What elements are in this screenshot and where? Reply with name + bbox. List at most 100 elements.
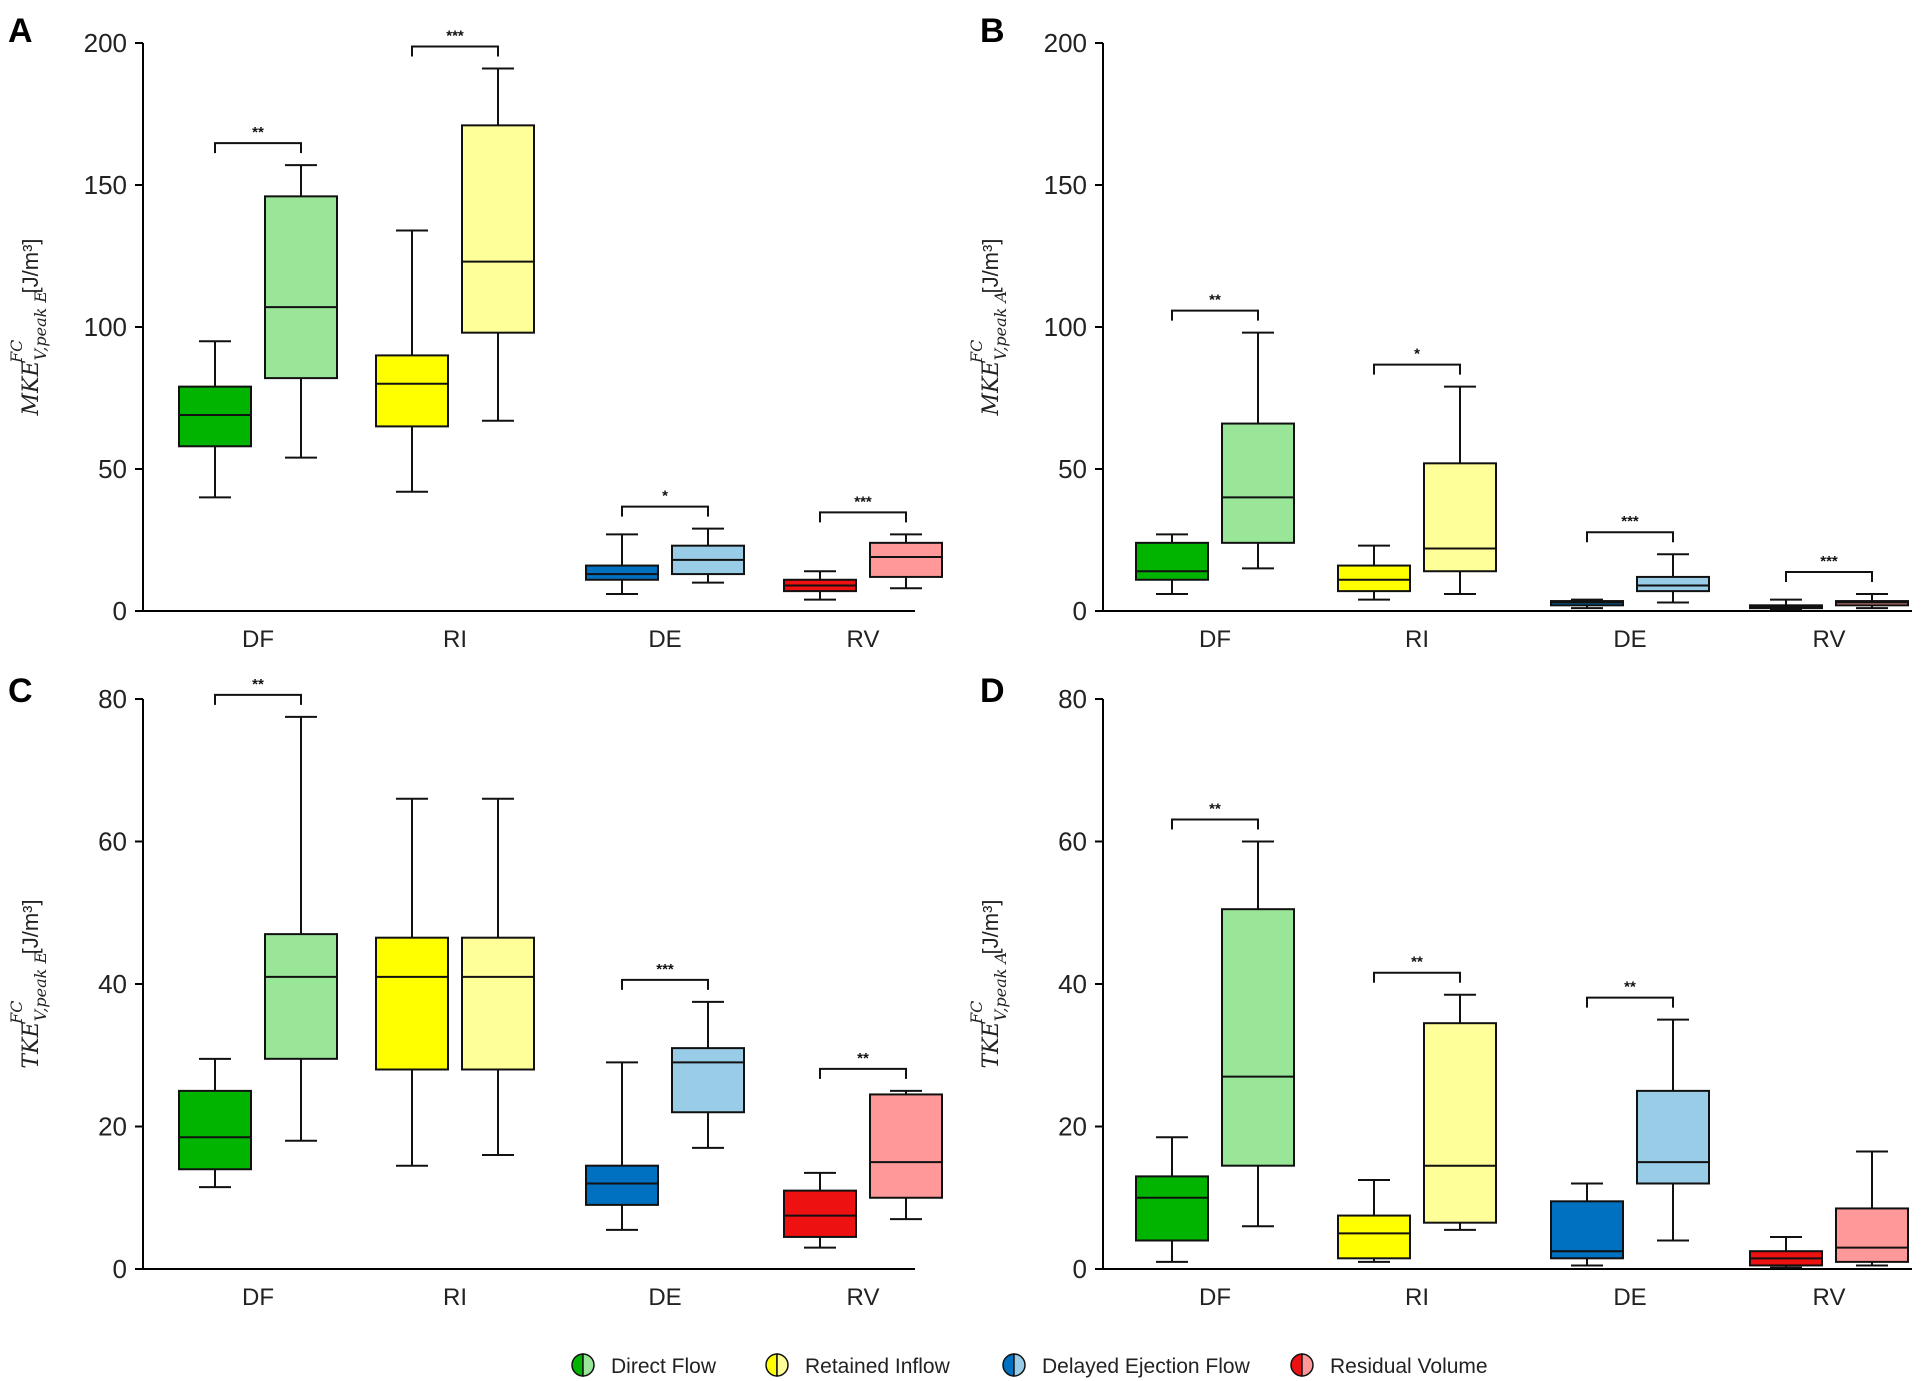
legend-item: Retained Inflow [765,1353,951,1378]
panel-d: D 0 20 40 60 80 TKEV,peak A FC [J/m³] ** DF ** RI **… [967,672,1912,1311]
y-axis-label: MKEV,peak E FC [J/m³] [7,238,50,416]
box-dark [375,936,449,1071]
legend-label: Residual Volume [1330,1355,1488,1378]
significance-stars: ** [1411,954,1423,971]
x-category-label: RI [1405,1284,1429,1311]
y-label-unit: [J/m³] [978,239,1003,300]
box-group-rv: ** [783,1050,943,1249]
y-tick-label: 0 [1073,596,1087,626]
y-tick-label: 0 [1073,1254,1087,1284]
x-category-label: RV [847,626,880,653]
x-category-label: DF [1199,1284,1231,1311]
box-light [1221,422,1295,544]
significance-stars: ** [1209,292,1221,309]
legend-label: Delayed Ejection Flow [1042,1355,1251,1378]
y-axis-label: MKEV,peak A FC [J/m³] [967,239,1010,417]
significance-stars: * [662,488,668,505]
significance-stars: *** [854,493,872,510]
box-group-ri: ** [1337,954,1497,1263]
legend-swatch-dark [1002,1353,1015,1377]
y-tick-label: 20 [98,1112,127,1142]
y-label-unit: [J/m³] [18,899,43,960]
significance-stars: * [1414,346,1420,363]
legend-label: Direct Flow [611,1355,717,1378]
y-tick-label: 100 [84,312,127,342]
box-light [1636,1089,1710,1185]
y-label-sup: FC [967,340,986,364]
significance-bracket [1785,570,1873,582]
significance-stars: ** [252,124,264,141]
box-group-df: ** [1135,292,1295,595]
x-category-label: RV [847,1284,880,1311]
box-light [264,195,338,380]
y-axis-label: TKEV,peak E FC [J/m³] [7,899,50,1068]
significance-bracket [1373,971,1461,983]
legend-item: Direct Flow [571,1353,717,1378]
significance-stars: ** [1624,979,1636,996]
box-dark [178,385,252,448]
significance-stars: *** [446,28,464,45]
legend: Direct Flow Retained Inflow Delayed Ejecti… [571,1353,1488,1378]
box-group-de: * [585,488,745,595]
y-tick-label: 60 [1058,827,1087,857]
y-tick-label: 200 [1044,28,1087,58]
y-label-unit: [J/m³] [978,899,1003,960]
box-light [1636,575,1710,593]
y-label-sub: V,peak A [991,291,1010,360]
box-light [1423,462,1497,573]
y-label-base: MKE [19,360,44,416]
y-tick-label: 60 [98,827,127,857]
box-group-df: ** [178,676,338,1189]
legend-swatch-light [582,1353,595,1377]
y-tick-label: 0 [113,1254,127,1284]
box-group-de: ** [1550,979,1710,1267]
legend-swatch-light [1301,1353,1314,1377]
x-category-label: DE [1613,1284,1646,1311]
significance-bracket [621,978,709,990]
box-light [1835,1207,1909,1263]
box-light [461,124,535,334]
y-label-base: TKE [19,1021,44,1068]
box-dark [178,1089,252,1171]
box-group-ri [375,797,535,1167]
y-label-sup: FC [7,340,26,364]
significance-bracket [1586,531,1674,543]
y-tick-label: 40 [98,969,127,999]
y-tick-label: 80 [1058,684,1087,714]
panel-letter: A [8,12,33,50]
x-category-label: DE [648,1284,681,1311]
panel-c: C 0 20 40 60 80 TKEV,peak E FC [J/m³] ** DF RI *** D… [7,672,943,1311]
y-tick-label: 150 [84,170,127,200]
box-dark [1337,564,1411,593]
legend-item: Residual Volume [1290,1353,1488,1378]
x-category-label: DF [1199,626,1231,653]
box-light [1423,1022,1497,1224]
significance-bracket [1171,309,1259,321]
significance-bracket [819,511,907,523]
x-category-label: RI [443,626,467,653]
panel-letter: D [980,672,1005,710]
legend-swatch-dark [765,1353,778,1377]
box-light [869,541,943,578]
box-light [264,933,338,1060]
y-tick-label: 50 [1058,454,1087,484]
box-group-rv: *** [1749,553,1909,611]
y-tick-label: 50 [98,454,127,484]
y-label-sub: V,peak A [991,952,1010,1021]
y-label-sub: V,peak E [31,291,50,361]
x-category-label: DE [648,626,681,653]
box-group-de: *** [585,961,745,1231]
box-light [671,1047,745,1114]
significance-stars: *** [1820,553,1838,570]
significance-bracket [1171,818,1259,830]
significance-stars: ** [252,676,264,693]
significance-bracket [1373,363,1461,375]
significance-bracket [214,142,302,154]
box-light [869,1093,943,1199]
box-group-ri: * [1337,346,1497,601]
legend-label: Retained Inflow [805,1355,951,1378]
box-dark [1135,1175,1209,1242]
legend-swatch-light [776,1353,789,1377]
